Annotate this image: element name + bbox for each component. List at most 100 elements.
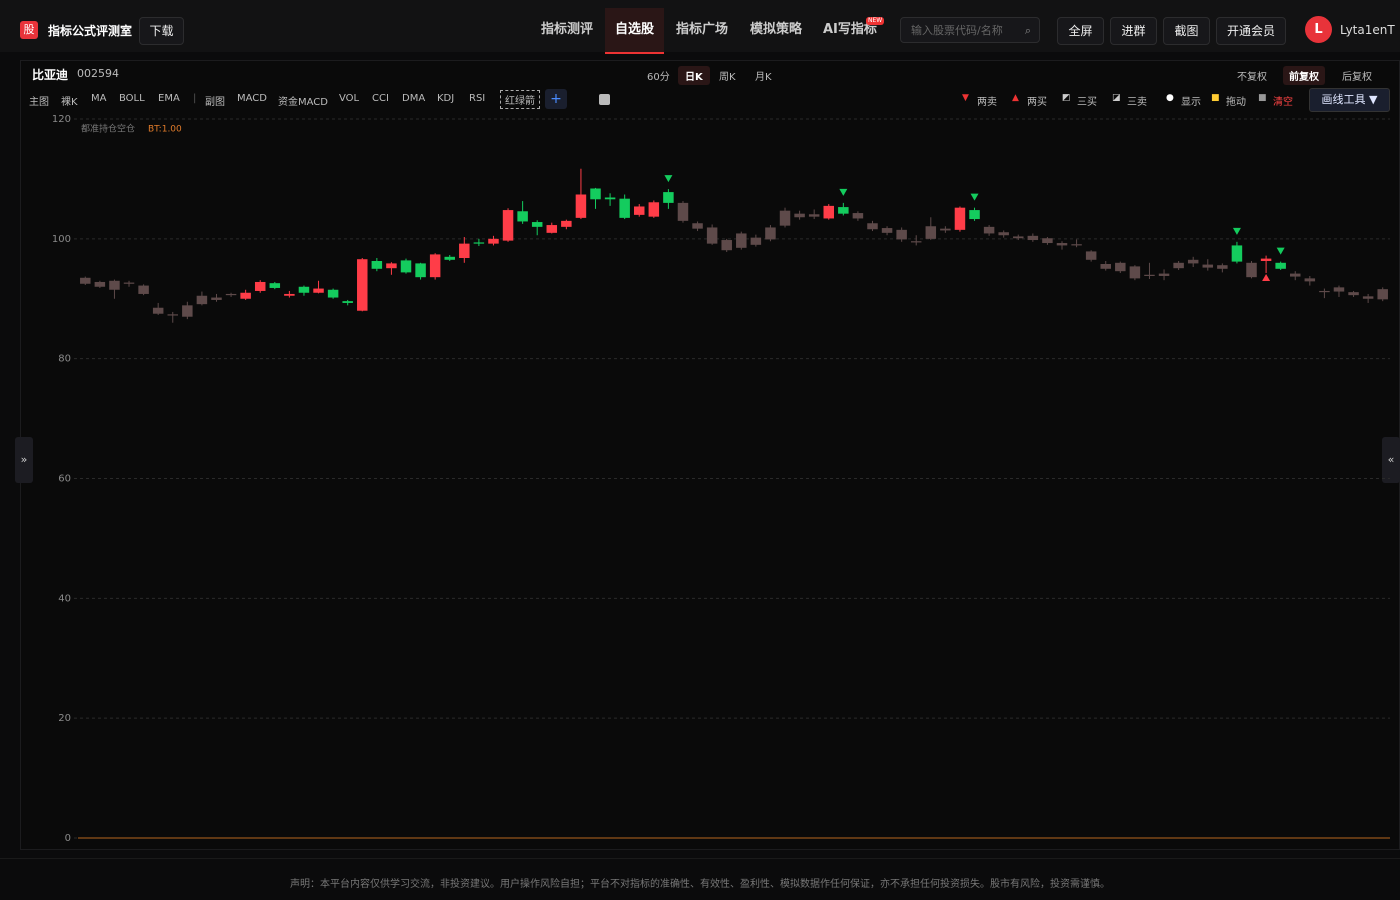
adjust-tab[interactable]: 前复权 [1283, 66, 1325, 85]
chart: 0 20 40 60 80 100 120 都准持仓空仓 BT:1.00 [52, 114, 1390, 844]
candle-body [881, 228, 893, 233]
candle-body [910, 241, 922, 243]
candle-body [371, 261, 383, 269]
nav-item[interactable]: 指标广场 [676, 22, 729, 37]
toolbar-item[interactable]: DMA [402, 93, 426, 104]
candle-body [794, 213, 805, 218]
period-tab[interactable]: 日K [678, 66, 710, 85]
sell-signal [1276, 247, 1285, 255]
header-button[interactable]: 全屏 [1057, 17, 1104, 45]
toolbar-item[interactable]: 主图 [29, 97, 49, 108]
add-indicator[interactable]: + [545, 89, 567, 109]
candle-body [94, 281, 106, 287]
adjust-tab[interactable]: 不复权 [1237, 72, 1267, 83]
sell-signal [970, 193, 979, 201]
avatar[interactable]: L [1305, 16, 1332, 43]
candle-body [327, 289, 339, 298]
disclaimer: 声明：本平台内容仅供学习交流，非投资建议。用户操作风险自担；平台不对指标的准确性… [290, 879, 1110, 890]
save-icon[interactable] [599, 94, 610, 105]
y-tick-label: 80 [58, 354, 71, 365]
candle-body [983, 226, 995, 234]
candle-body [1144, 274, 1155, 276]
period-tab[interactable]: 周K [719, 72, 736, 83]
candle-body [619, 198, 630, 218]
candle-body [531, 222, 543, 227]
candle-body [429, 254, 441, 278]
candle-body [954, 207, 966, 230]
candle-body [663, 192, 674, 203]
candle-body [998, 232, 1009, 236]
username[interactable]: Lyta1enT [1340, 23, 1395, 37]
action-button[interactable]: 两买 [1027, 97, 1047, 108]
candle-body [1115, 262, 1126, 272]
action-icon: ■ [1211, 93, 1220, 103]
action-button[interactable]: 两卖 [977, 97, 997, 108]
candle-body [1260, 258, 1272, 262]
candle-body [152, 307, 164, 314]
candle-body [561, 220, 572, 227]
action-button[interactable]: 三卖 [1127, 97, 1147, 108]
nav-item[interactable]: AI写指标 [823, 22, 877, 37]
toolbar-item[interactable]: 红绿箭 [500, 90, 540, 109]
nav-item[interactable]: 模拟策略 [750, 22, 803, 37]
toolbar-item[interactable]: MA [91, 93, 107, 104]
action-button[interactable]: 显示 [1181, 97, 1201, 108]
candle-body [182, 305, 193, 317]
buy-signal [1262, 273, 1271, 281]
candle-body [1173, 262, 1184, 269]
period-tab[interactable]: 月K [755, 72, 772, 83]
candle-body [298, 286, 310, 293]
header-button[interactable]: 进群 [1110, 17, 1157, 45]
toolbar-item[interactable]: 资金MACD [278, 97, 328, 108]
toolbar-item[interactable]: VOL [339, 93, 360, 104]
candle-body [692, 223, 703, 229]
nav-item[interactable]: 自选股 [605, 8, 665, 54]
candle-body [1319, 290, 1330, 293]
nav-item[interactable]: 指标测评 [541, 22, 594, 37]
candle-body [750, 237, 762, 245]
action-button[interactable]: 清空 [1273, 97, 1293, 108]
toolbar-item[interactable]: KDJ [437, 93, 455, 104]
adjust-tab[interactable]: 后复权 [1342, 72, 1372, 83]
candle-body [123, 282, 135, 284]
download-button[interactable]: 下载 [139, 17, 184, 45]
action-icon: ◩ [1062, 93, 1071, 103]
candle-body [736, 233, 747, 248]
toolbar-item[interactable]: MACD [237, 93, 267, 104]
toolbar-item[interactable]: BOLL [119, 93, 145, 104]
new-badge: NEW [866, 17, 885, 25]
candle-body [1100, 263, 1111, 269]
action-button[interactable]: 三买 [1077, 97, 1097, 108]
candle-body [765, 227, 776, 240]
candle-body [1129, 266, 1141, 279]
action-icon: ▼ [962, 93, 969, 103]
candle-body [808, 214, 820, 217]
legend-value: BT:1.00 [148, 125, 182, 135]
expand-left[interactable]: » [15, 437, 33, 483]
header-button[interactable]: 截图 [1163, 17, 1210, 45]
candle-body [590, 188, 601, 200]
period-tab[interactable]: 60分 [647, 72, 670, 83]
candle-body [502, 210, 514, 241]
toolbar-item[interactable]: RSI [469, 93, 486, 104]
draw-tools[interactable]: 画线工具 ▼ [1309, 88, 1390, 112]
toolbar-item[interactable]: CCI [372, 93, 389, 104]
action-button[interactable]: 拖动 [1226, 97, 1246, 108]
y-tick-label: 0 [65, 833, 71, 844]
candle-body [138, 285, 149, 294]
sell-signal [1232, 227, 1241, 235]
stock-name: 比亚迪 [32, 68, 69, 82]
toolbar-item[interactable]: EMA [158, 93, 180, 104]
header-button[interactable]: 开通会员 [1216, 17, 1286, 45]
candle-body [240, 292, 251, 299]
candle-body [1085, 251, 1097, 260]
expand-right[interactable]: « [1382, 437, 1400, 483]
toolbar-item[interactable]: 裸K [61, 97, 78, 108]
candle-body [1289, 273, 1301, 277]
logo[interactable]: 股 [20, 21, 38, 39]
search-input[interactable]: 输入股票代码/名称 ⌕ [900, 17, 1040, 43]
toolbar-item[interactable]: 副图 [205, 97, 225, 108]
candle-body [459, 243, 470, 259]
candle-body [1071, 244, 1082, 246]
